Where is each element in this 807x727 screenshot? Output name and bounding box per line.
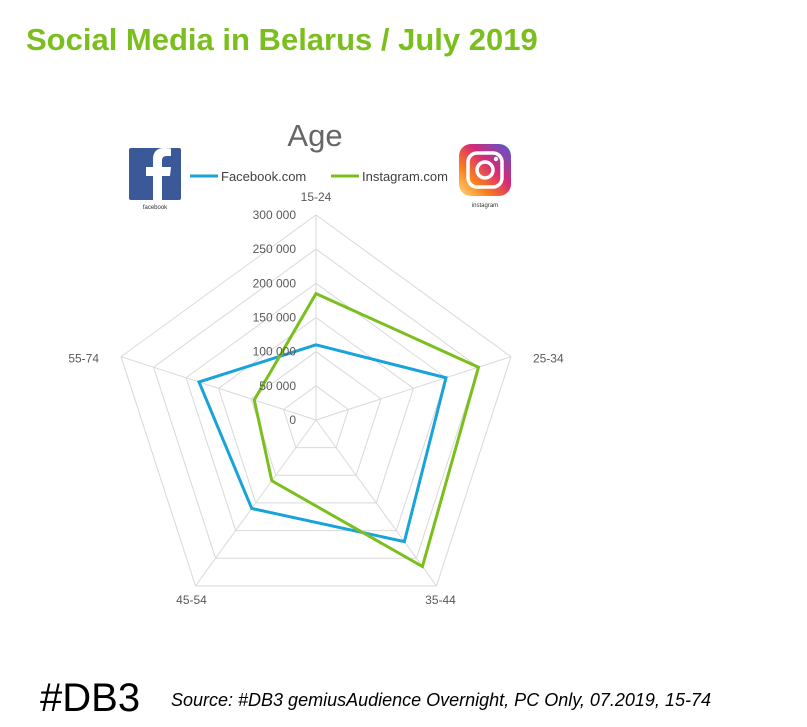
legend-label: Facebook.com xyxy=(221,169,306,184)
radial-tick-label: 100 000 xyxy=(253,345,297,359)
chart-legend: Facebook.com Instagram.com xyxy=(190,169,448,184)
radial-tick-label: 200 000 xyxy=(253,276,297,290)
grid-ring xyxy=(250,351,382,476)
facebook-logo-caption: facebook xyxy=(143,205,168,211)
grid-ring xyxy=(217,316,415,504)
category-label: 25-34 xyxy=(533,352,564,366)
category-label: 35-44 xyxy=(425,593,456,607)
facebook-logo-icon: facebook xyxy=(129,148,181,211)
grid-ring xyxy=(120,214,512,587)
series-line-instagram xyxy=(252,291,481,569)
radial-tick-label: 300 000 xyxy=(253,208,297,222)
category-label: 55-74 xyxy=(68,352,99,366)
page-title: Social Media in Belarus / July 2019 xyxy=(26,22,538,57)
radial-ticks: 0 50 000 100 000 150 000 200 000 250 000 300 0… xyxy=(253,208,297,427)
grid-ring xyxy=(185,282,447,532)
grid-spoke xyxy=(315,356,512,421)
chart-title: Age xyxy=(287,118,342,153)
category-labels: 15-24 25-34 35-44 45-54 55-74 xyxy=(68,190,564,607)
instagram-logo-icon: instagram xyxy=(459,144,511,209)
source-note: Source: #DB3 gemiusAudience Overnight, P… xyxy=(171,690,711,710)
radial-tick-label: 250 000 xyxy=(253,242,297,256)
grid-spoke xyxy=(195,419,317,587)
grid-ring xyxy=(282,385,350,449)
radar-chart: Age facebook instagram Facebook.com Insta… xyxy=(68,118,564,607)
db3-tag: #DB3 xyxy=(40,676,141,720)
grid-ring xyxy=(152,248,480,559)
radial-tick-label: 0 xyxy=(289,413,296,427)
radial-tick-label: 150 000 xyxy=(253,311,297,325)
radar-grid xyxy=(120,214,512,587)
grid-spoke xyxy=(315,419,437,587)
category-label: 45-54 xyxy=(176,593,207,607)
grid-spoke xyxy=(120,356,317,421)
category-label: 15-24 xyxy=(301,190,332,204)
series-line-facebook xyxy=(197,343,448,544)
radar-series xyxy=(197,291,481,569)
legend-label: Instagram.com xyxy=(362,169,448,184)
radial-tick-label: 50 000 xyxy=(259,379,296,393)
instagram-logo-caption: instagram xyxy=(472,203,498,209)
